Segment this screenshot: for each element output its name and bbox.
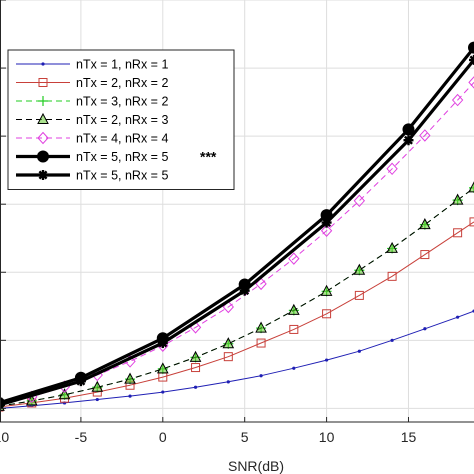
series-3-point-14 bbox=[451, 193, 464, 205]
series-3-point-11 bbox=[353, 263, 366, 275]
series-4-point-10 bbox=[320, 224, 333, 237]
legend-label-6: nTx = 5, nRx = 5 bbox=[76, 169, 168, 183]
legend-entry-4: nTx = 4, nRx = 4 bbox=[16, 132, 168, 146]
legend-label-2: nTx = 3, nRx = 2 bbox=[76, 95, 168, 109]
legend-label-5: nTx = 5, nRx = 5 bbox=[76, 150, 168, 164]
legend-label-4: nTx = 4, nRx = 4 bbox=[76, 132, 168, 146]
series-4-point-7 bbox=[222, 300, 234, 314]
series-3-point-8 bbox=[255, 321, 267, 333]
series-1-point-15 bbox=[469, 217, 474, 227]
series-4-point-15 bbox=[468, 76, 474, 89]
series-0-point-7 bbox=[226, 380, 230, 384]
legend-marker-2 bbox=[38, 96, 48, 106]
series-3-point-10 bbox=[320, 284, 333, 296]
series-3-point-3 bbox=[91, 380, 104, 392]
series-1-point-6 bbox=[191, 363, 201, 373]
series-4-point-9 bbox=[288, 252, 300, 265]
series-0-point-11 bbox=[357, 349, 361, 353]
series-1-point-11 bbox=[354, 290, 364, 300]
series-0-point-5 bbox=[161, 390, 165, 394]
series-3-point-5 bbox=[156, 362, 169, 374]
legend-entry-6: nTx = 5, nRx = 5 bbox=[16, 169, 168, 183]
series-line-1 bbox=[0, 221, 474, 408]
legend-label-1: nTx = 2, nRx = 2 bbox=[76, 76, 168, 90]
legend-entry-3: nTx = 2, nRx = 3 bbox=[16, 112, 168, 127]
legend-note: *** bbox=[200, 149, 217, 165]
series-4-point-14 bbox=[451, 93, 464, 107]
legend-label-0: nTx = 1, nRx = 1 bbox=[76, 58, 168, 72]
legend-entry-0: nTx = 1, nRx = 1 bbox=[16, 58, 168, 72]
series-6-point-1 bbox=[75, 376, 86, 387]
x-axis-label: SNR(dB) bbox=[228, 458, 284, 474]
series-0-point-6 bbox=[193, 385, 198, 389]
series-1-point-9 bbox=[289, 324, 299, 334]
series-6 bbox=[0, 54, 474, 410]
series-line-3 bbox=[0, 187, 474, 407]
series-0-point-14 bbox=[456, 315, 460, 319]
series-6-point-2 bbox=[157, 338, 168, 349]
legend-entry-5: nTx = 5, nRx = 5 bbox=[16, 150, 168, 164]
series-6-point-4 bbox=[321, 217, 332, 228]
series-5-point-5 bbox=[402, 123, 415, 136]
series-0-point-10 bbox=[324, 358, 329, 362]
series-1-point-12 bbox=[387, 271, 397, 281]
series-3-point-2 bbox=[58, 388, 71, 400]
series-5-point-6 bbox=[468, 41, 474, 54]
series-6-point-3 bbox=[239, 285, 250, 296]
series-1-point-14 bbox=[453, 228, 463, 238]
legend-marker-4 bbox=[37, 131, 49, 145]
legend-marker-1 bbox=[38, 78, 48, 87]
legend-marker-6 bbox=[38, 170, 48, 180]
series-0-point-8 bbox=[259, 374, 263, 378]
series-1-point-8 bbox=[256, 338, 266, 348]
x-tick-label-0: -10 bbox=[0, 429, 9, 445]
series-0-point-4 bbox=[128, 394, 132, 398]
grid bbox=[0, 0, 474, 422]
series-3-point-7 bbox=[222, 337, 235, 349]
x-tick-label-5: 15 bbox=[401, 429, 417, 445]
series-3-point-6 bbox=[189, 350, 202, 362]
series-4-point-11 bbox=[353, 194, 366, 208]
series-0-point-13 bbox=[423, 327, 427, 331]
legend-marker-3 bbox=[37, 112, 49, 124]
x-tick-label-2: 0 bbox=[159, 429, 167, 445]
series-3-point-9 bbox=[287, 303, 300, 315]
series-1-point-13 bbox=[420, 250, 430, 260]
series-3-point-4 bbox=[124, 372, 136, 384]
x-tick-label-3: 5 bbox=[241, 429, 249, 445]
legend-entry-1: nTx = 2, nRx = 2 bbox=[16, 76, 168, 90]
series-3-point-15 bbox=[468, 181, 474, 193]
series-layer bbox=[0, 41, 474, 412]
legend-entry-2: nTx = 3, nRx = 2 bbox=[16, 95, 168, 109]
x-tick-label-1: -5 bbox=[75, 429, 88, 445]
series-0-point-9 bbox=[292, 366, 296, 370]
series-0-point-12 bbox=[390, 338, 394, 342]
series-0-point-3 bbox=[95, 397, 99, 402]
legend-marker-5 bbox=[37, 150, 49, 163]
legend-marker-0 bbox=[41, 62, 45, 66]
series-line-0 bbox=[0, 310, 474, 409]
series-3-point-13 bbox=[419, 218, 431, 230]
axes-layer: -10 -5 0 5 10 15 bbox=[0, 0, 474, 445]
series-3-point-12 bbox=[386, 241, 398, 253]
series-4-point-12 bbox=[386, 162, 398, 176]
series-1-point-7 bbox=[223, 352, 233, 362]
legend-label-3: nTx = 2, nRx = 3 bbox=[76, 113, 168, 127]
series-4-point-13 bbox=[419, 129, 431, 142]
series-4-point-8 bbox=[255, 277, 267, 291]
x-tick-label-4: 10 bbox=[319, 429, 335, 445]
series-1-point-10 bbox=[322, 309, 332, 319]
series-6-point-5 bbox=[403, 135, 414, 146]
legend: nTx = 1, nRx = 1 nTx = 2, nRx = 2 nTx = 3,… bbox=[7, 49, 235, 190]
